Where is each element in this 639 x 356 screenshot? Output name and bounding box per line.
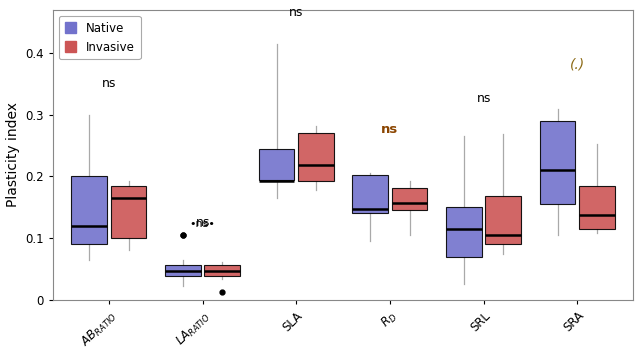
Text: ns: ns	[102, 77, 116, 90]
Bar	[165, 265, 201, 276]
Bar	[486, 196, 521, 244]
Bar	[298, 133, 334, 181]
Bar	[72, 177, 107, 244]
Legend: Native, Invasive: Native, Invasive	[59, 16, 141, 59]
Text: •ns•: •ns•	[190, 219, 215, 229]
Text: ns: ns	[477, 93, 491, 105]
Text: ns: ns	[196, 216, 210, 229]
Text: ns: ns	[381, 123, 399, 136]
Text: (.): (.)	[570, 58, 585, 72]
Bar	[446, 207, 482, 257]
Bar	[111, 186, 146, 238]
Bar	[392, 188, 427, 210]
Bar	[579, 186, 615, 229]
Bar	[204, 265, 240, 276]
Y-axis label: Plasticity index: Plasticity index	[6, 102, 20, 207]
Bar	[353, 175, 388, 214]
Text: ns: ns	[289, 6, 304, 19]
Bar	[259, 149, 295, 179]
Bar	[540, 121, 575, 204]
